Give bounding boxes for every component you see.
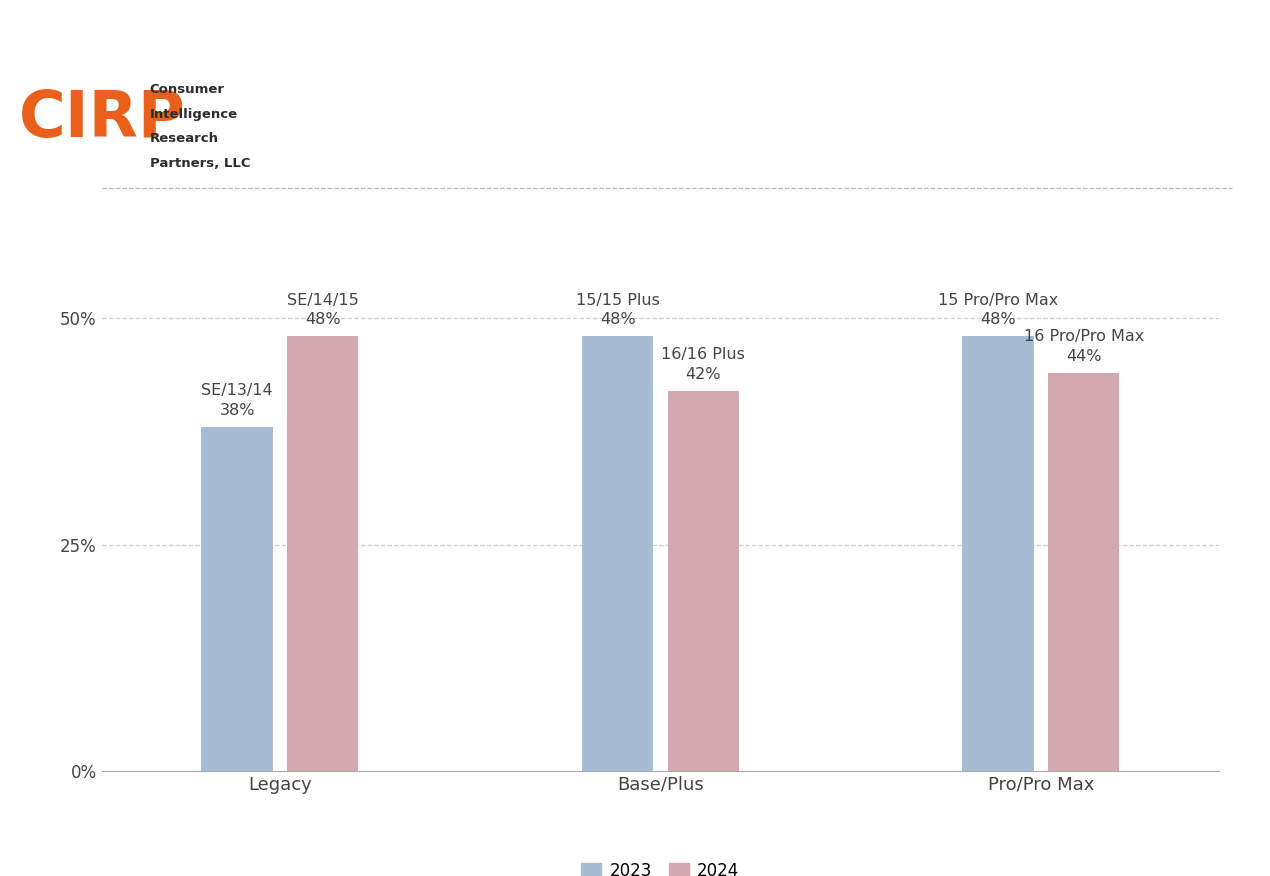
Bar [963,336,1034,771]
Text: SE/14/15
48%: SE/14/15 48% [287,293,358,328]
Text: Research: Research [150,132,218,145]
Text: 15 Pro/Pro Max
48%: 15 Pro/Pro Max 48% [939,293,1058,328]
Text: 15/15 Plus
48%: 15/15 Plus 48% [575,293,659,328]
Bar [582,336,653,771]
Text: 16 Pro/Pro Max
44%: 16 Pro/Pro Max 44% [1024,328,1144,364]
Bar [287,336,358,771]
Text: 16/16 Plus
42%: 16/16 Plus 42% [662,347,745,382]
Bar [668,391,739,771]
Text: Consumer: Consumer [150,83,225,96]
Legend: 2023, 2024: 2023, 2024 [575,855,745,876]
Bar [1048,372,1119,771]
Text: Partners, LLC: Partners, LLC [150,157,250,170]
Bar [202,427,273,771]
Text: CIRP: CIRP [19,88,185,150]
Text: Intelligence: Intelligence [150,108,237,121]
Text: SE/13/14
38%: SE/13/14 38% [202,383,273,418]
